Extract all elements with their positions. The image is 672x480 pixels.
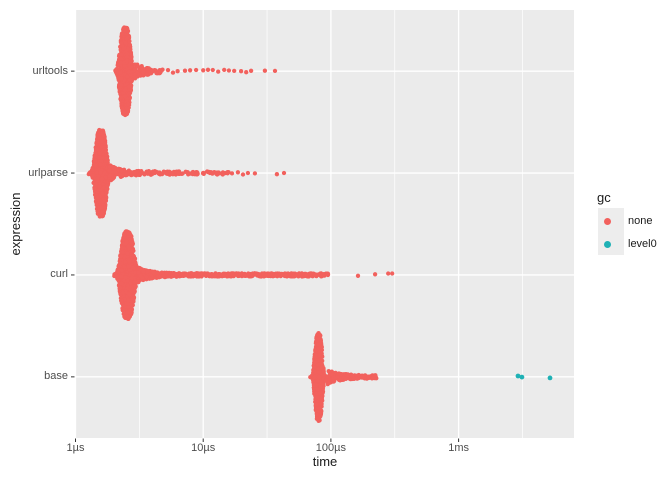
y-tick-label-urltools: urltools	[32, 64, 68, 77]
y-axis-title: expression	[8, 192, 23, 256]
legend-label-none: none	[628, 215, 653, 227]
x-tick-label-1us: 1µs	[66, 442, 85, 454]
minor-gridlines	[139, 10, 523, 438]
x-tick-label-10us: 10µs	[191, 442, 216, 454]
x-axis-title: time	[312, 454, 338, 469]
axis-tick-marks	[71, 70, 460, 442]
y-tick-label-urlparse: urlparse	[28, 166, 68, 179]
legend-marker-level0-circle-icon	[604, 241, 611, 248]
legend-key-background	[598, 208, 624, 255]
legend-marker-none-circle-icon	[604, 218, 611, 225]
x-tick-label-1ms: 1ms	[448, 442, 469, 454]
y-tick-label-curl: curl	[50, 268, 68, 281]
points-curl-none	[112, 229, 395, 322]
points-urlparse-none	[86, 127, 287, 219]
legend-label-level0: level0	[628, 238, 657, 250]
points-base-none	[308, 330, 379, 423]
y-tick-label-base: base	[44, 370, 68, 383]
x-tick-label-100us: 100µs	[315, 442, 346, 454]
points-base-level0	[515, 373, 553, 381]
points-urltools-none	[113, 25, 278, 118]
legend-title: gc	[597, 190, 611, 205]
